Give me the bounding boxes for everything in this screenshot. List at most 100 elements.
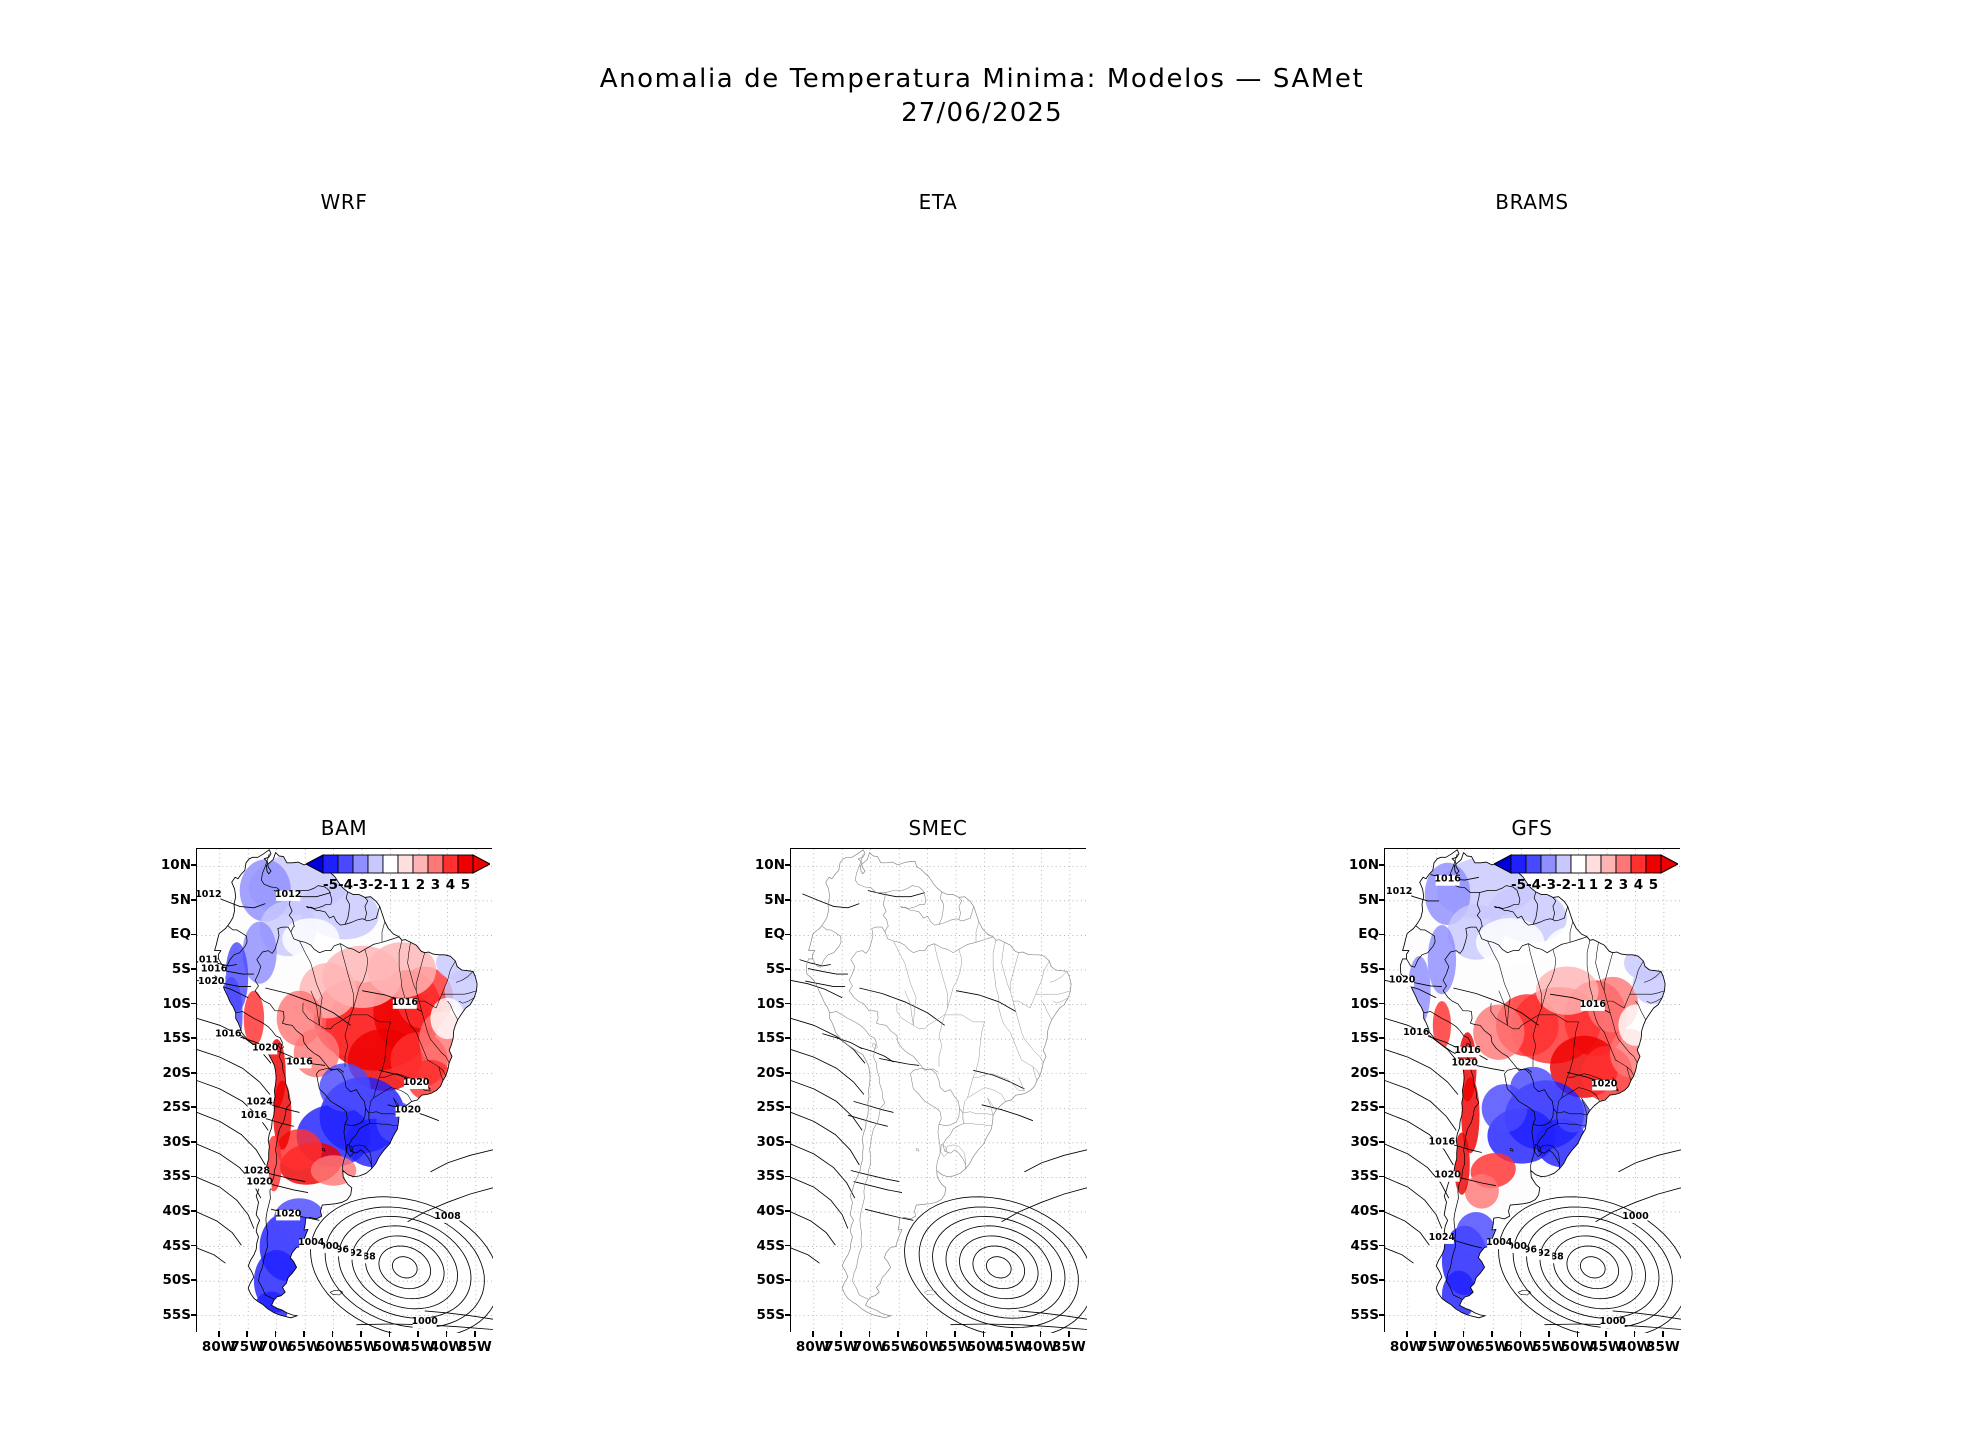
y-tick-label: 50S: [1350, 1272, 1379, 1289]
svg-text:1016: 1016: [201, 964, 228, 975]
map-svg-gfs: 9889929961000100410161012102010161016102…: [1385, 849, 1681, 1333]
map-frame-bam: 9889929961000100410121012101110161020101…: [196, 848, 493, 1333]
svg-text:988: 988: [356, 1251, 376, 1262]
y-tick-label: 45S: [1350, 1237, 1379, 1254]
x-tick-mark: [1462, 1331, 1465, 1337]
y-tick-mark: [191, 1037, 197, 1039]
map-panel-gfs[interactable]: 988 992 996 1000 1004 1016 1012 1020 1016 1016 102…: [1349, 848, 1681, 1355]
x-tick-mark: [1576, 1331, 1579, 1337]
y-tick-mark: [191, 933, 197, 936]
x-tick-label: 35W: [458, 1339, 492, 1355]
y-tick-label: 5S: [765, 961, 785, 977]
x-tick-label: 35W: [1646, 1339, 1680, 1355]
svg-text:1020: 1020: [1591, 1078, 1618, 1089]
country-borders: [1406, 853, 1588, 1300]
y-tick-mark: [191, 1279, 197, 1281]
x-tick-mark: [217, 1331, 220, 1337]
colorbar-bam: -5 -4 -3 -2 -1 1 2 3 4 5: [306, 854, 490, 894]
panel-title-bam: BAM: [320, 816, 368, 840]
svg-text:1004: 1004: [1486, 1237, 1513, 1248]
y-tick-label: EQ: [1358, 926, 1379, 943]
x-tick-mark: [868, 1331, 871, 1337]
y-tick-label: 55S: [1350, 1306, 1379, 1323]
map-panel-bam[interactable]: 9889929961000100410121012101110161020101…: [161, 848, 493, 1355]
x-tick-mark: [1519, 1331, 1522, 1337]
x-tick-mark: [1068, 1331, 1070, 1337]
lakes: [278, 1042, 354, 1296]
y-tick-mark: [785, 1037, 791, 1039]
svg-text:1020: 1020: [246, 1177, 273, 1188]
y-tick-mark: [1379, 1175, 1385, 1178]
colorbar-gfs: -5 -4 -3 -2 -1 1 2 3 4 5: [1494, 854, 1678, 894]
svg-text:1020: 1020: [1451, 1058, 1478, 1069]
x-tick-label: 40W: [1023, 1339, 1058, 1355]
svg-text:-1: -1: [1571, 877, 1586, 893]
svg-text:-4: -4: [338, 877, 353, 893]
y-tick-mark: [191, 864, 197, 867]
y-tick-mark: [1379, 933, 1385, 936]
svg-text:1016: 1016: [1429, 1137, 1456, 1148]
svg-text:1016: 1016: [286, 1056, 313, 1067]
y-tick-label: 50S: [756, 1272, 785, 1289]
svg-text:-1: -1: [383, 877, 398, 893]
anomaly-shading: [1400, 849, 1666, 1318]
x-tick-mark: [1491, 1331, 1493, 1337]
x-tick-label: 75W: [824, 1339, 859, 1355]
y-tick-mark: [785, 1244, 791, 1247]
y-tick-label: 45S: [756, 1237, 785, 1254]
svg-text:1016: 1016: [1403, 1027, 1430, 1038]
panel-title-smec: SMEC: [908, 816, 968, 840]
x-tick-mark: [445, 1331, 448, 1337]
map-frame-smec: [790, 848, 1087, 1333]
x-tick-mark: [474, 1331, 476, 1337]
x-tick-label: 60W: [315, 1339, 350, 1355]
map-panel-smec[interactable]: 10N 5N EQ 5S 10S 15S 20S 25S 30S 35S 40S 45S 50S 55S 8…: [755, 848, 1087, 1355]
y-tick-label: EQ: [764, 926, 785, 943]
y-tick-mark: [785, 933, 791, 936]
x-tick-label: 65W: [881, 1339, 915, 1355]
svg-text:1016: 1016: [1434, 874, 1461, 885]
state-borders: [299, 921, 477, 1166]
x-tick-label: 65W: [1475, 1339, 1509, 1355]
y-tick-label: 10S: [756, 995, 785, 1012]
x-tick-label: 50W: [372, 1339, 407, 1355]
svg-text:-2: -2: [368, 877, 383, 893]
y-tick-mark: [785, 1141, 791, 1143]
y-tick-mark: [785, 1313, 791, 1316]
x-tick-mark: [1011, 1331, 1013, 1337]
y-tick-label: 5S: [1359, 961, 1379, 977]
y-tick-mark: [785, 1106, 791, 1109]
svg-text:1000: 1000: [312, 1241, 339, 1252]
y-tick-label: 10S: [162, 995, 191, 1012]
panel-title-brams: BRAMS: [1495, 190, 1569, 214]
x-tick-label: 40W: [429, 1339, 464, 1355]
x-tick-label: 45W: [1589, 1339, 1623, 1355]
y-tick-mark: [1379, 1313, 1385, 1316]
svg-text:1024: 1024: [246, 1096, 273, 1107]
svg-text:1020: 1020: [403, 1077, 430, 1088]
svg-text:-5: -5: [1511, 877, 1526, 893]
y-tick-mark: [785, 1002, 791, 1005]
map-svg-smec: [791, 849, 1087, 1333]
svg-text:1: 1: [401, 877, 410, 893]
y-tick-mark: [191, 1071, 197, 1074]
y-tick-label: 35S: [756, 1168, 785, 1185]
svg-text:1020: 1020: [1389, 975, 1416, 986]
y-tick-label: 35S: [162, 1168, 191, 1185]
x-tick-mark: [1605, 1331, 1607, 1337]
y-tick-mark: [191, 968, 197, 970]
x-tick-mark: [1434, 1331, 1437, 1337]
panel-title-eta: ETA: [918, 190, 958, 214]
x-tick-label: 75W: [230, 1339, 265, 1355]
svg-text:1020: 1020: [394, 1105, 421, 1116]
svg-text:992: 992: [342, 1248, 362, 1259]
y-tick-label: EQ: [170, 926, 191, 943]
y-tick-label: 20S: [162, 1064, 191, 1081]
y-tick-label: 50S: [162, 1272, 191, 1289]
x-tick-mark: [925, 1331, 928, 1337]
y-tick-mark: [1379, 1279, 1385, 1281]
y-tick-label: 35S: [1350, 1168, 1379, 1185]
x-tick-mark: [1039, 1331, 1042, 1337]
x-tick-mark: [1633, 1331, 1636, 1337]
y-tick-mark: [785, 899, 791, 901]
